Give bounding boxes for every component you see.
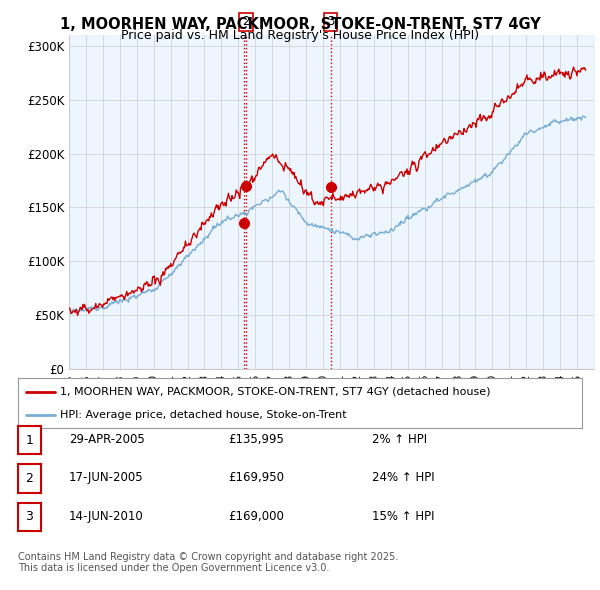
Text: 2: 2 [25,472,34,485]
Text: 14-JUN-2010: 14-JUN-2010 [69,510,144,523]
Text: 24% ↑ HPI: 24% ↑ HPI [372,471,434,484]
Text: 2% ↑ HPI: 2% ↑ HPI [372,433,427,446]
Text: 1, MOORHEN WAY, PACKMOOR, STOKE-ON-TRENT, ST7 4GY: 1, MOORHEN WAY, PACKMOOR, STOKE-ON-TRENT… [59,17,541,31]
Text: 29-APR-2005: 29-APR-2005 [69,433,145,446]
Text: 3: 3 [327,15,334,28]
Text: 15% ↑ HPI: 15% ↑ HPI [372,510,434,523]
Text: 2: 2 [242,15,250,28]
Text: HPI: Average price, detached house, Stoke-on-Trent: HPI: Average price, detached house, Stok… [60,410,347,420]
Text: Contains HM Land Registry data © Crown copyright and database right 2025.
This d: Contains HM Land Registry data © Crown c… [18,552,398,573]
Text: 3: 3 [25,510,34,523]
Text: £169,000: £169,000 [228,510,284,523]
Text: £135,995: £135,995 [228,433,284,446]
Text: 1, MOORHEN WAY, PACKMOOR, STOKE-ON-TRENT, ST7 4GY (detached house): 1, MOORHEN WAY, PACKMOOR, STOKE-ON-TRENT… [60,386,491,396]
Text: 1: 1 [25,434,34,447]
Text: 17-JUN-2005: 17-JUN-2005 [69,471,143,484]
Text: Price paid vs. HM Land Registry's House Price Index (HPI): Price paid vs. HM Land Registry's House … [121,29,479,42]
Text: £169,950: £169,950 [228,471,284,484]
